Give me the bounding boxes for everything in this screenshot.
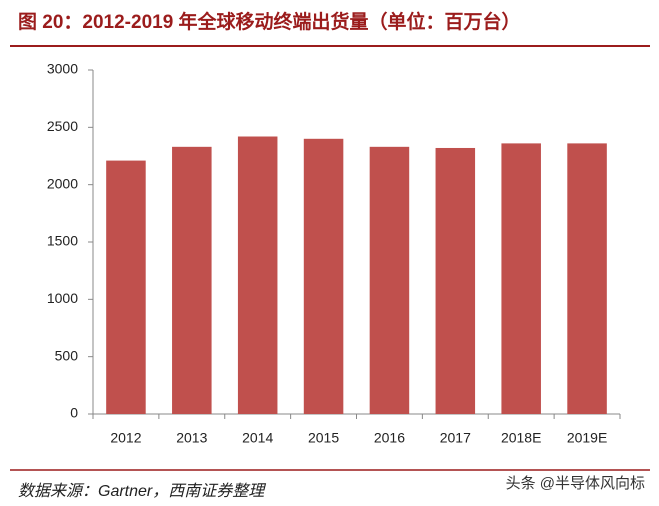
bar (567, 143, 607, 415)
x-tick-label: 2014 (242, 430, 273, 446)
x-tick-label: 2015 (308, 430, 339, 446)
bar (501, 143, 541, 415)
y-tick-label: 1000 (47, 290, 78, 306)
y-tick-label: 1500 (47, 233, 78, 249)
y-tick-label: 0 (70, 405, 78, 421)
bar (369, 146, 410, 414)
bar (106, 160, 146, 414)
y-tick-label: 500 (55, 347, 79, 363)
x-tick-label: 2019E (567, 430, 607, 446)
y-tick-label: 3000 (47, 61, 78, 77)
bar (435, 147, 476, 414)
x-tick-label: 2013 (176, 430, 207, 446)
chart-title: 图 20：2012-2019 年全球移动终端出货量（单位：百万台） (18, 10, 521, 33)
x-tick-label: 2018E (501, 430, 541, 446)
bar (172, 146, 212, 414)
watermark: 头条 @半导体风向标 (506, 475, 645, 492)
y-tick-label: 2000 (47, 175, 78, 191)
x-tick-label: 2016 (374, 430, 405, 446)
bar (237, 136, 278, 415)
bar (303, 138, 344, 415)
x-tick-label: 2017 (440, 430, 471, 446)
y-tick-label: 2500 (47, 118, 78, 134)
source: 数据来源：Gartner，西南证券整理 (18, 482, 266, 500)
x-tick-label: 2012 (110, 430, 141, 446)
